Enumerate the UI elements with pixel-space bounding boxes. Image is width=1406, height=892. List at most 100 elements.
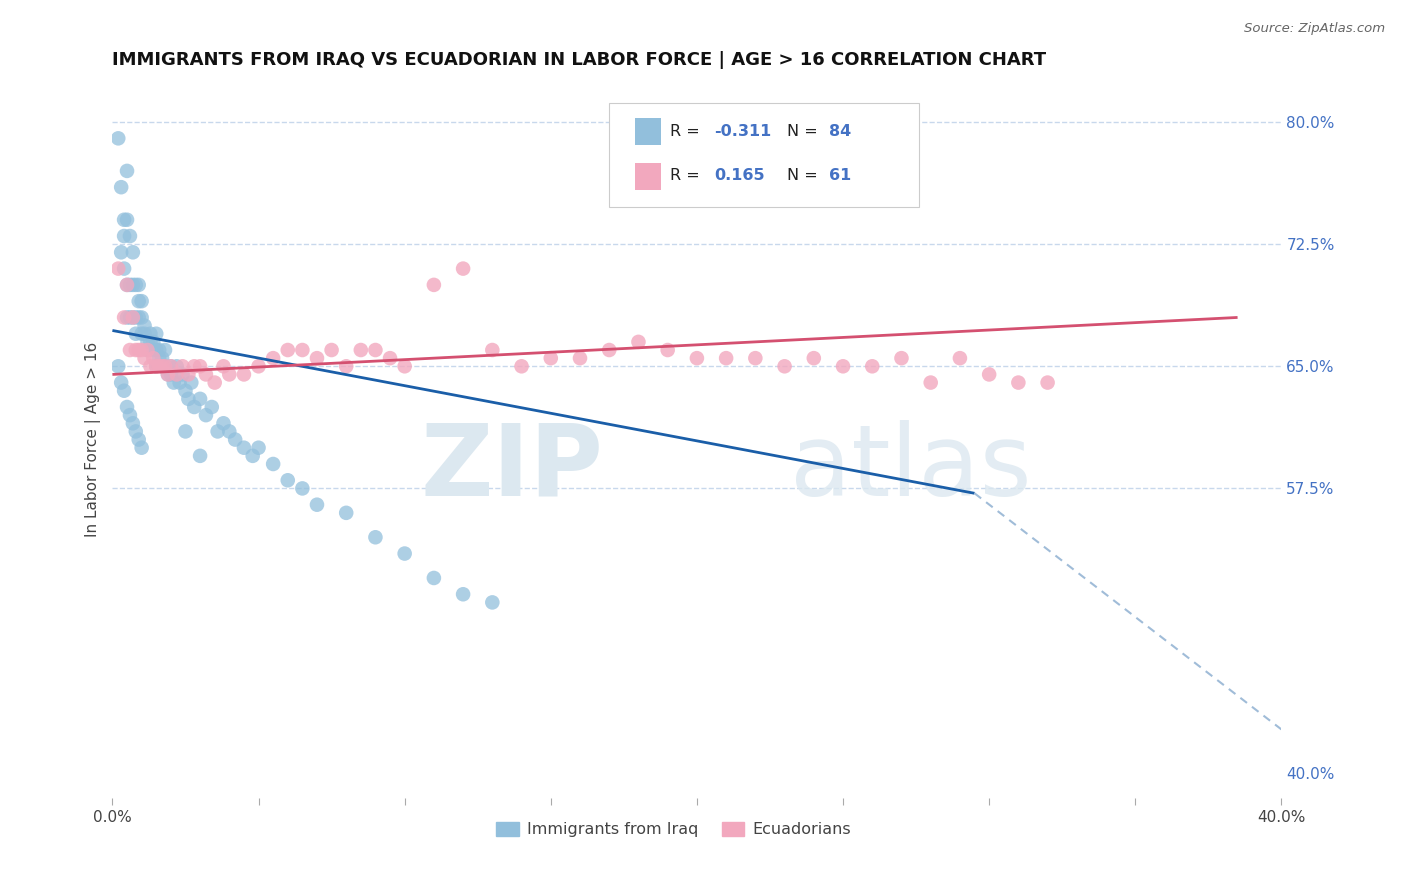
Text: -0.311: -0.311 <box>714 124 772 138</box>
Point <box>107 131 129 145</box>
Y-axis label: In Labor Force | Age > 16: In Labor Force | Age > 16 <box>86 342 101 537</box>
Point <box>394 359 416 374</box>
Point <box>131 294 153 309</box>
Point <box>627 334 650 349</box>
Point <box>122 277 145 292</box>
Point <box>803 351 825 366</box>
Point <box>262 351 284 366</box>
Point <box>247 441 270 455</box>
Point <box>118 277 141 292</box>
Point <box>122 245 145 260</box>
Point <box>394 547 416 561</box>
Point <box>134 326 156 341</box>
Point <box>122 417 145 431</box>
Point <box>979 368 1001 382</box>
Point <box>218 368 240 382</box>
Point <box>125 326 148 341</box>
Text: 61: 61 <box>830 169 851 184</box>
Point <box>125 425 148 439</box>
Point <box>262 457 284 471</box>
FancyBboxPatch shape <box>609 103 920 207</box>
Point <box>150 359 173 374</box>
Point <box>153 359 176 374</box>
Point <box>118 343 141 357</box>
Point <box>128 294 150 309</box>
Point <box>212 359 235 374</box>
Point <box>160 359 183 374</box>
Point <box>207 425 229 439</box>
Text: Source: ZipAtlas.com: Source: ZipAtlas.com <box>1244 22 1385 36</box>
Point <box>321 343 343 357</box>
Point <box>277 343 299 357</box>
Point <box>305 351 328 366</box>
Point <box>150 359 173 374</box>
Point <box>128 277 150 292</box>
Text: N =: N = <box>787 124 823 138</box>
Point <box>744 351 766 366</box>
Point <box>122 310 145 325</box>
Point <box>277 473 299 487</box>
Point <box>890 351 912 366</box>
Legend: Immigrants from Iraq, Ecuadorians: Immigrants from Iraq, Ecuadorians <box>489 815 858 844</box>
Point <box>131 326 153 341</box>
Point <box>153 343 176 357</box>
Point <box>128 433 150 447</box>
Text: 84: 84 <box>830 124 851 138</box>
Point <box>201 400 224 414</box>
Point <box>773 359 796 374</box>
Point <box>714 351 737 366</box>
Point <box>481 595 503 609</box>
Point <box>134 351 156 366</box>
Point <box>183 400 205 414</box>
Point <box>180 376 202 390</box>
Point <box>163 376 186 390</box>
Point <box>1036 376 1059 390</box>
Point <box>481 343 503 357</box>
Point <box>291 482 314 496</box>
FancyBboxPatch shape <box>636 163 661 190</box>
Point <box>142 351 165 366</box>
Point <box>188 392 211 406</box>
Point <box>232 368 254 382</box>
Point <box>115 400 138 414</box>
Point <box>150 351 173 366</box>
Point <box>122 310 145 325</box>
Point <box>134 318 156 333</box>
Point <box>183 359 205 374</box>
Point <box>364 343 387 357</box>
Point <box>112 310 135 325</box>
Point <box>156 368 179 382</box>
Point <box>232 441 254 455</box>
Point <box>166 368 188 382</box>
Point <box>224 433 246 447</box>
FancyBboxPatch shape <box>636 119 661 145</box>
Point <box>148 351 170 366</box>
Point <box>153 359 176 374</box>
Point <box>860 359 883 374</box>
Point <box>110 376 132 390</box>
Point <box>247 359 270 374</box>
Point <box>598 343 620 357</box>
Point <box>169 376 191 390</box>
Point <box>657 343 679 357</box>
Point <box>139 359 162 374</box>
Text: 0.165: 0.165 <box>714 169 765 184</box>
Text: IMMIGRANTS FROM IRAQ VS ECUADORIAN IN LABOR FORCE | AGE > 16 CORRELATION CHART: IMMIGRANTS FROM IRAQ VS ECUADORIAN IN LA… <box>112 51 1046 69</box>
Point <box>1007 376 1029 390</box>
Point <box>142 334 165 349</box>
Point <box>177 368 200 382</box>
Point <box>335 359 357 374</box>
Text: ZIP: ZIP <box>420 420 603 516</box>
Point <box>188 359 211 374</box>
Point <box>194 368 217 382</box>
Point <box>136 334 159 349</box>
Point <box>204 376 226 390</box>
Point <box>194 408 217 422</box>
Point <box>107 261 129 276</box>
Point <box>115 310 138 325</box>
Point <box>174 384 197 398</box>
Point <box>335 506 357 520</box>
Point <box>118 310 141 325</box>
Point <box>131 310 153 325</box>
Point <box>148 343 170 357</box>
